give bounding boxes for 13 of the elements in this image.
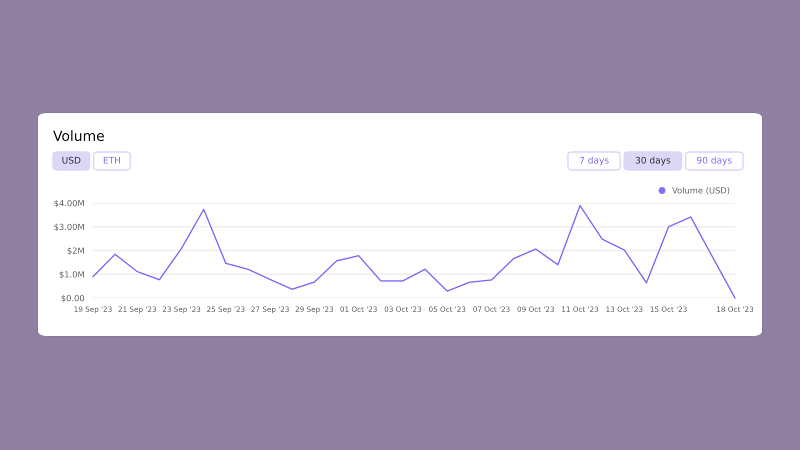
text: USD	[62, 156, 80, 164]
text: 7 days	[580, 156, 609, 166]
text: 30 days	[636, 156, 670, 166]
y-tick-label: $2M	[68, 247, 84, 255]
y-tick-label: $3.00M	[54, 224, 84, 232]
text: ETH	[104, 156, 120, 164]
y-tick-label: $1.0M	[60, 271, 84, 279]
legend-label: Volume (USD)	[672, 187, 730, 195]
line-series	[92, 204, 736, 299]
y-tick-label: $4.00M	[54, 200, 84, 208]
y-tick-label: $0.00	[62, 294, 84, 302]
chart-title: Volume	[53, 130, 104, 142]
text: 90 days	[697, 156, 732, 166]
